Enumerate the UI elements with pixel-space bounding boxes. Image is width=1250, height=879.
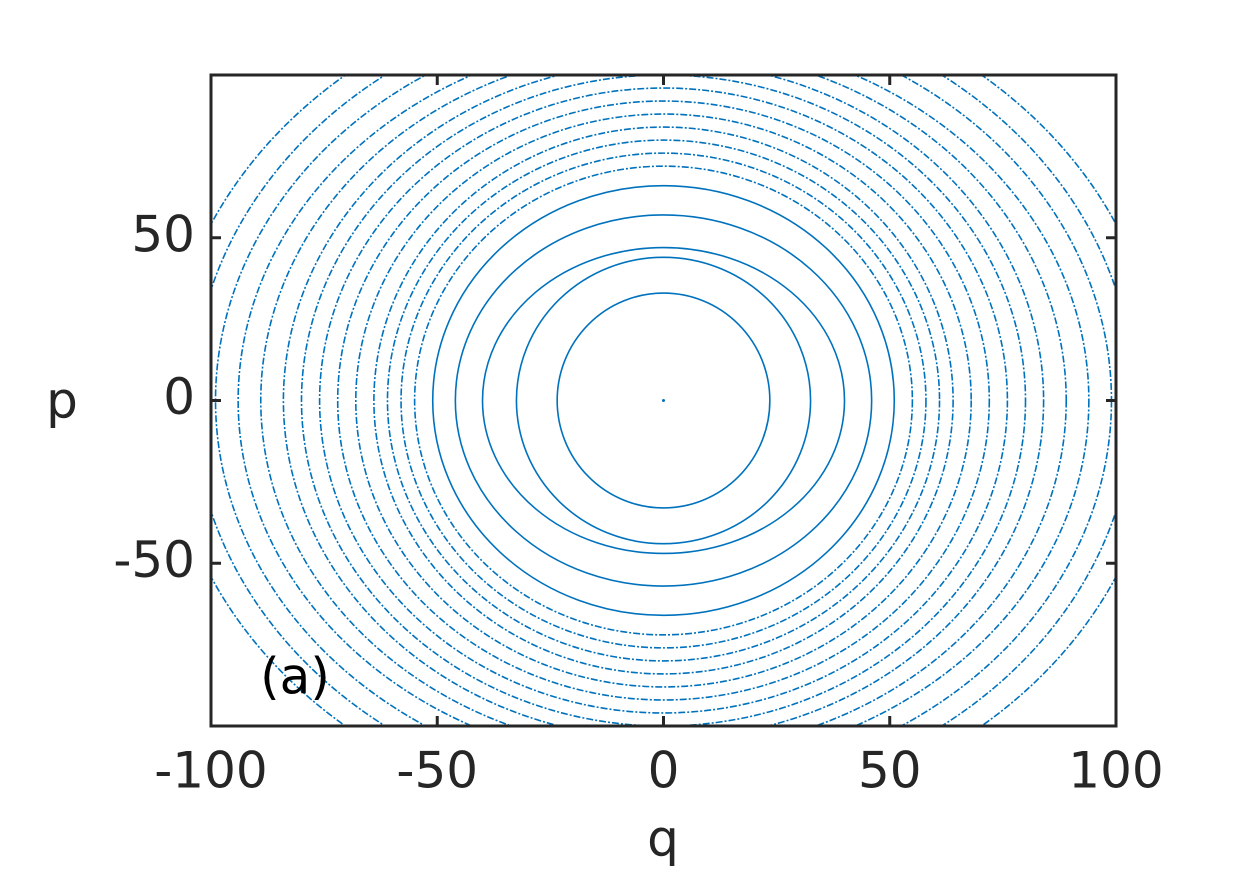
- center-point: [662, 399, 665, 402]
- orbit-ring: [336, 100, 991, 701]
- orbit-ring: [454, 214, 873, 587]
- x-axis-label: q: [647, 810, 679, 868]
- orbit-ring: [386, 139, 941, 662]
- orbit-ring: [413, 165, 914, 636]
- orbit-ring: [300, 75, 1027, 726]
- orbit-ring: [556, 292, 771, 509]
- panel-annotation: (a): [260, 648, 330, 706]
- orbit-ring: [211, 75, 1116, 726]
- x-tick-label: -100: [154, 742, 267, 800]
- orbit-ring: [260, 75, 1067, 726]
- y-tick-label: 0: [163, 368, 195, 426]
- y-tick-label: 50: [131, 205, 195, 263]
- orbit-ring: [373, 126, 954, 675]
- y-tick-label: -50: [113, 531, 195, 589]
- orbit-ring: [237, 75, 1090, 726]
- orbit-ring: [431, 184, 896, 617]
- orbit-ring: [318, 87, 1009, 714]
- x-tick-label: 50: [858, 742, 922, 800]
- x-tick-label: 0: [648, 742, 680, 800]
- orbit-ring: [481, 246, 846, 555]
- orbit-ring: [515, 256, 812, 545]
- y-axis-label: p: [46, 372, 78, 430]
- x-tick-label: 100: [1068, 742, 1163, 800]
- orbit-ring: [354, 113, 973, 688]
- orbit-ring: [282, 75, 1045, 726]
- x-tick-label: -50: [396, 742, 478, 800]
- orbit-ring: [400, 152, 927, 649]
